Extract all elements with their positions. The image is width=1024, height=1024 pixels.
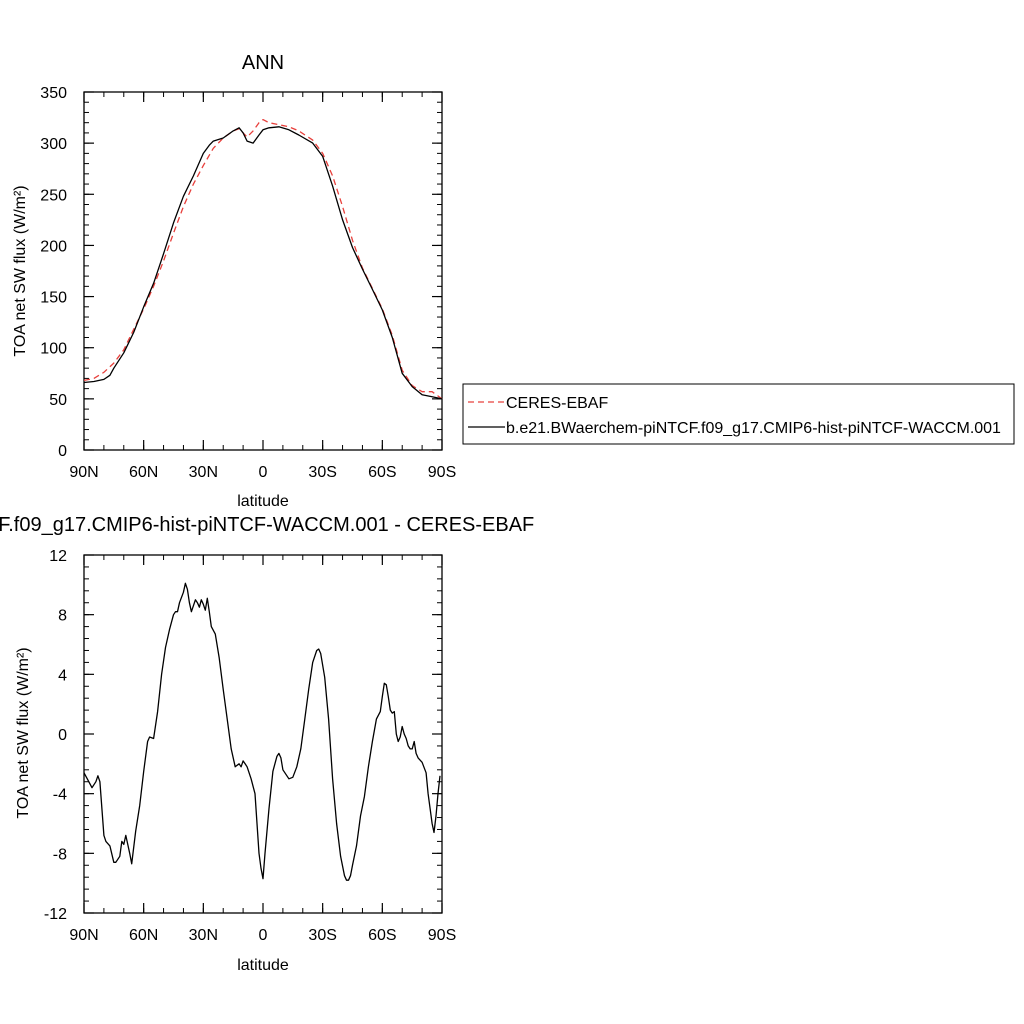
- bottom-x-tick-label: 30N: [189, 927, 218, 944]
- top-x-axis-label: latitude: [237, 493, 289, 510]
- bottom-y-tick-label: -12: [44, 906, 67, 923]
- top-series-line-ceres: [83, 118, 443, 400]
- legend-box: [462, 383, 1015, 445]
- top-y-tick-label: 350: [40, 85, 67, 102]
- top-y-tick-label: 200: [40, 238, 67, 255]
- legend-label-model: b.e21.BWaerchem-piNTCF.f09_g17.CMIP6-his…: [506, 420, 1001, 437]
- bottom-y-tick-label: -4: [53, 787, 67, 804]
- bottom-series-line-difference: [83, 582, 441, 881]
- top-y-tick-label: 50: [49, 392, 67, 409]
- bottom-chart-title: b.e21.BWaerchem-piNTCF.f09_g17.CMIP6-his…: [0, 514, 534, 536]
- top-chart-title: ANN: [242, 52, 284, 74]
- top-x-tick-label: 30S: [308, 464, 336, 481]
- top-x-tick-label: 90N: [69, 464, 98, 481]
- bottom-plot-area: 90N 60N 30N 0 30S 60S 90S -12 -8 -4 0 4 8 12: [44, 548, 456, 944]
- bottom-x-axis-label: latitude: [237, 957, 289, 974]
- bottom-x-tick-label: 30S: [308, 927, 336, 944]
- bottom-y-tick-label: 4: [58, 667, 67, 684]
- top-y-tick-label: 100: [40, 341, 67, 358]
- top-plot-area: 90N 60N 30N 0 30S 60S 90S 0 50 100 150 200 250 300 350: [40, 85, 456, 481]
- top-y-axis-label: TOA net SW flux (W/m²): [12, 185, 29, 356]
- top-x-tick-label: 0: [259, 464, 268, 481]
- bottom-x-tick-label: 60N: [129, 927, 158, 944]
- top-x-tick-label: 90S: [428, 464, 456, 481]
- bottom-y-tick-label: 0: [58, 727, 67, 744]
- top-series-line-model: [83, 126, 443, 400]
- top-y-tick-label: 150: [40, 290, 67, 307]
- top-y-tick-label: 300: [40, 136, 67, 153]
- bottom-y-axis-label: TOA net SW flux (W/m²): [15, 647, 32, 818]
- bottom-x-tick-label: 90N: [69, 927, 98, 944]
- bottom-y-tick-label: 12: [49, 548, 67, 565]
- bottom-x-tick-label: 0: [259, 927, 268, 944]
- bottom-x-tick-label: 90S: [428, 927, 456, 944]
- legend: CERES-EBAF b.e21.BWaerchem-piNTCF.f09_g1…: [462, 383, 1015, 445]
- top-plot-frame: [83, 91, 443, 451]
- top-x-tick-label: 60S: [368, 464, 396, 481]
- bottom-y-tick-label: -8: [53, 846, 67, 863]
- top-y-tick-label: 250: [40, 187, 67, 204]
- top-x-tick-label: 30N: [189, 464, 218, 481]
- top-x-tick-label: 60N: [129, 464, 158, 481]
- bottom-y-tick-label: 8: [58, 608, 67, 625]
- top-y-tick-label: 0: [58, 443, 67, 460]
- legend-label-ceres: CERES-EBAF: [506, 395, 608, 412]
- bottom-plot-frame: [83, 554, 443, 914]
- bottom-x-tick-label: 60S: [368, 927, 396, 944]
